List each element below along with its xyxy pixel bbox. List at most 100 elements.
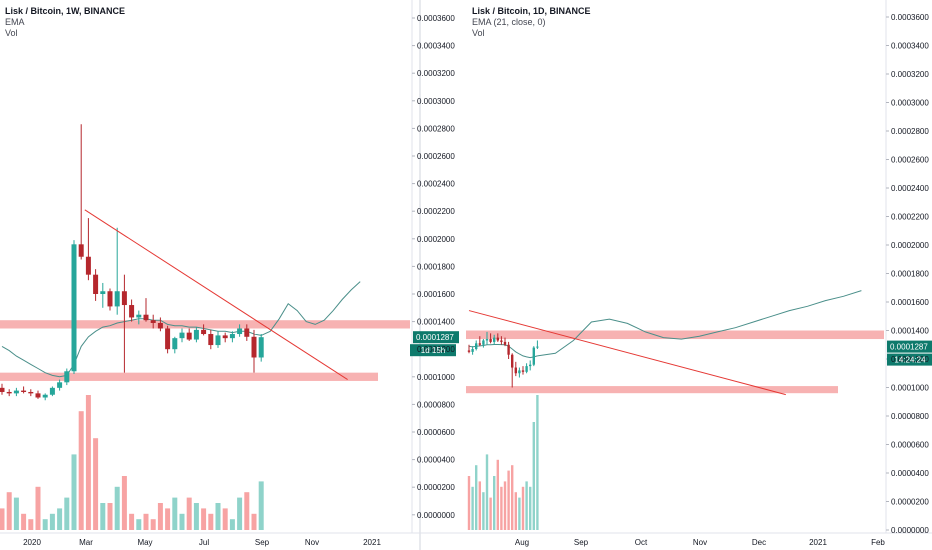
left-volume-bar <box>179 513 185 530</box>
left-candle-body <box>244 328 250 337</box>
left-candle-body <box>208 334 214 346</box>
left-volume-bar <box>49 513 55 530</box>
left-volume-bar <box>251 513 257 530</box>
right-candle-body <box>496 337 499 341</box>
right-price-badge-label: 0.0001287 <box>890 343 928 352</box>
right-volume-bar <box>514 492 517 530</box>
left-candle-body <box>179 332 185 339</box>
left-volume-bar <box>100 503 106 530</box>
left-candle-body <box>100 291 106 294</box>
right-tick-label: 0.0002800 <box>891 127 929 136</box>
right-volume-bar <box>500 486 503 530</box>
right-ema-legend[interactable]: EMA (21, close, 0) <box>472 17 546 27</box>
right-chart-header: Lisk / Bitcoin, 1D, BINANCE EMA (21, clo… <box>472 6 591 39</box>
right-vol-legend[interactable]: Vol <box>472 28 485 38</box>
left-candle-body <box>107 291 113 307</box>
right-countdown-badge <box>887 353 932 366</box>
left-volume-bar <box>222 508 228 530</box>
left-volume-bar <box>229 519 235 530</box>
right-volume-bar <box>496 459 499 530</box>
left-vol-legend[interactable]: Vol <box>5 28 18 38</box>
left-volume-bar <box>114 486 120 530</box>
left-volume-bar <box>258 481 264 530</box>
left-time-label: 2020 <box>23 538 41 547</box>
left-price-badge <box>413 331 459 344</box>
left-volume-bar <box>57 508 63 530</box>
left-tick-label: 0.0001600 <box>417 290 455 299</box>
left-candle-body <box>121 291 127 306</box>
left-candle-body <box>35 393 41 398</box>
left-time-label: 2021 <box>363 538 381 547</box>
left-candle-body <box>136 314 142 318</box>
right-countdown-label: 14:24:24 <box>894 356 926 365</box>
right-tick-label: 0.0002600 <box>891 156 929 165</box>
right-tick-label: 0.0001000 <box>891 384 929 393</box>
right-tick-label: 0.0002200 <box>891 213 929 222</box>
right-tick-label: 0.0000000 <box>891 526 929 535</box>
left-tick-label: 0.0001800 <box>417 262 455 271</box>
right-candle-body <box>503 341 507 345</box>
left-volume-bar <box>165 508 171 530</box>
left-time-label: Nov <box>305 538 319 547</box>
left-volume-bar <box>35 486 41 530</box>
left-tick-label: 0.0001200 <box>417 345 455 354</box>
left-volume-bar <box>208 513 214 530</box>
right-tick-label: 0.0001400 <box>891 327 929 336</box>
left-tick-label: 0.0001000 <box>417 373 455 382</box>
left-candle-body <box>85 256 91 275</box>
left-candle-body <box>0 387 5 392</box>
right-candle-body <box>485 339 489 341</box>
right-candle-body <box>489 339 492 342</box>
right-time-label: Aug <box>515 538 529 547</box>
left-candle-body <box>42 394 48 398</box>
right-tick-label: 0.0000400 <box>891 469 929 478</box>
left-candle-body <box>93 274 99 294</box>
left-tick-label: 0.0002200 <box>417 207 455 216</box>
right-tick-label: 0.0000600 <box>891 441 929 450</box>
right-candle-body <box>500 340 503 342</box>
right-volume-bar <box>485 454 489 530</box>
left-volume-bar <box>28 519 34 530</box>
left-candle-body <box>57 382 63 388</box>
left-volume-bar <box>121 476 127 530</box>
left-volume-bar <box>237 497 243 530</box>
right-volume-bar <box>521 486 525 530</box>
left-candle-body <box>13 390 19 394</box>
left-candle-body <box>114 291 120 307</box>
left-candle-body <box>157 322 163 329</box>
right-tick-label: 0.0000200 <box>891 498 929 507</box>
right-volume-bar <box>482 492 485 530</box>
left-trendline <box>84 209 348 380</box>
right-chart-group <box>466 0 932 533</box>
left-candle-body <box>215 335 221 346</box>
right-tick-label: 0.0002000 <box>891 241 929 250</box>
right-candle-body <box>521 370 525 372</box>
right-time-label: Oct <box>635 538 648 547</box>
right-ema-line <box>468 344 538 359</box>
left-ema-legend[interactable]: EMA <box>5 17 25 27</box>
right-chart-title: Lisk / Bitcoin, 1D, BINANCE <box>472 6 591 16</box>
right-candle-body <box>536 346 539 348</box>
right-volume-bar <box>532 422 535 530</box>
left-tick-label: 0.0000400 <box>417 456 455 465</box>
left-chart-group <box>0 0 459 533</box>
right-candle-body <box>475 343 478 350</box>
right-volume-bar <box>511 465 514 530</box>
right-candle-body <box>525 366 528 372</box>
left-ema-projection-line <box>260 281 361 336</box>
right-time-label: 2021 <box>809 538 827 547</box>
left-candle-body <box>229 334 235 339</box>
left-tick-label: 0.0000800 <box>417 400 455 409</box>
right-volume-bar <box>507 470 510 530</box>
right-tick-label: 0.0003000 <box>891 99 929 108</box>
right-tick-label: 0.0001800 <box>891 270 929 279</box>
left-candle-body <box>222 335 228 339</box>
right-candle-body <box>518 370 521 374</box>
right-volume-bar <box>489 497 492 530</box>
right-support-zone <box>466 386 838 394</box>
left-candle-body <box>237 328 243 335</box>
left-candle-body <box>71 244 77 372</box>
left-tick-label: 0.0003400 <box>417 42 455 51</box>
left-resistance-zone <box>0 320 410 329</box>
left-volume-bar <box>6 492 12 530</box>
